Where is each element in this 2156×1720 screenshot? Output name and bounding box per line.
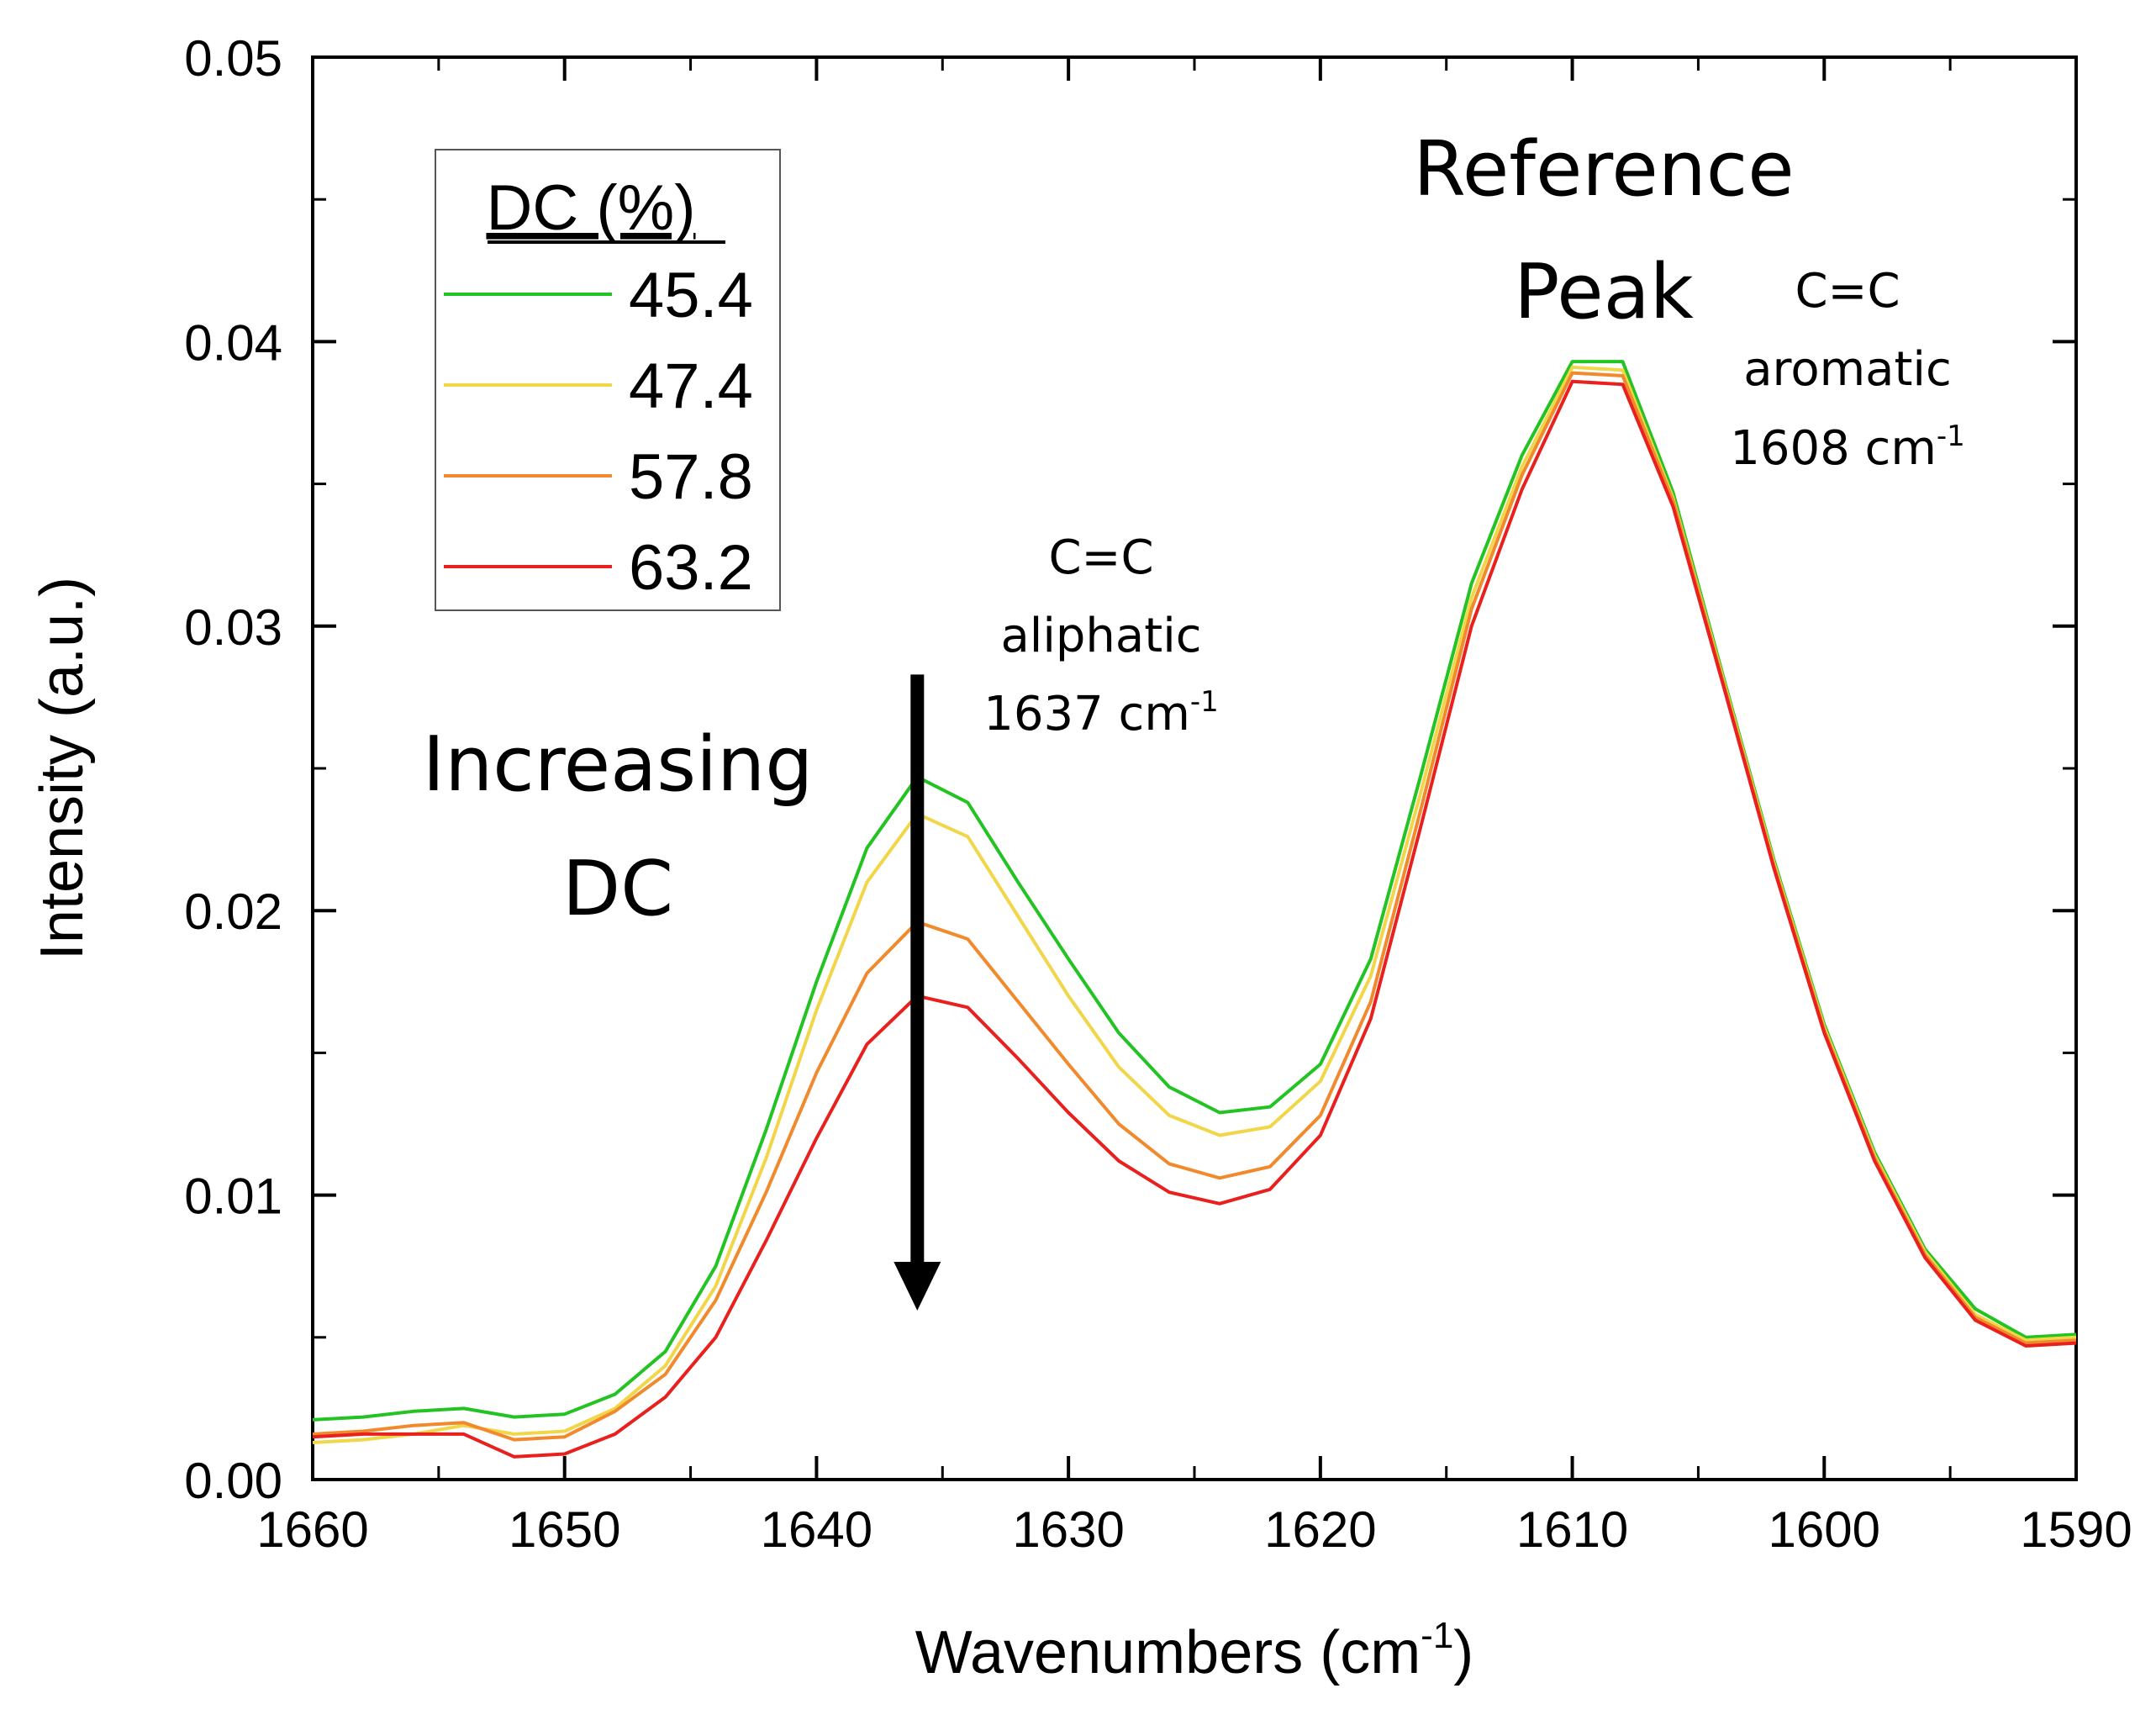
legend-label: 47.4 [629, 351, 753, 422]
y-tick-label: 0.04 [184, 314, 282, 371]
increasing-dc-label-line2: DC [562, 845, 673, 933]
series-line-63-2 [312, 379, 2077, 1459]
x-tick-label: 1650 [509, 1501, 620, 1558]
legend-entries: 45.4 47.4 57.8 63.2 [444, 260, 753, 604]
legend-label: 63.2 [629, 532, 753, 604]
aromatic-label-line2: aromatic [1743, 342, 1952, 397]
x-tick-label: 1630 [1012, 1501, 1124, 1558]
aliphatic-label-line3: 1637 cm-1 [983, 685, 1219, 741]
aromatic-label-line1: C=C [1795, 264, 1900, 319]
x-tick-label: 1620 [1264, 1501, 1376, 1558]
y-tick-label: 0.03 [184, 599, 282, 656]
x-tick-label: 1610 [1516, 1501, 1628, 1558]
x-axis-title: Wavenumbers (cm-1) [915, 1615, 1474, 1686]
y-axis-title: Intensity (a.u.) [29, 577, 96, 960]
y-tick-label: 0.05 [184, 30, 282, 87]
ticks-layer: 1660 1650 1640 1630 1620 1610 1600 1590 0.00 0.01… [184, 30, 2132, 1558]
series-layer [312, 360, 2077, 1459]
x-tick-label: 1600 [1769, 1501, 1880, 1558]
increasing-dc-label-line1: Increasing [423, 720, 814, 809]
aliphatic-label-line1: C=C [1048, 530, 1153, 585]
legend-title: DC (%) [486, 172, 695, 244]
x-tick-label: 1660 [256, 1501, 368, 1558]
increasing-dc-arrow [894, 674, 941, 1311]
y-tick-label: 0.00 [184, 1453, 282, 1509]
x-tick-label: 1590 [2020, 1501, 2132, 1558]
reference-peak-label-line2: Peak [1514, 248, 1694, 336]
aliphatic-label-line2: aliphatic [1000, 609, 1201, 663]
legend-label: 57.8 [629, 441, 753, 513]
reference-peak-label-line1: Reference [1413, 125, 1794, 214]
legend-box [435, 149, 781, 611]
y-tick-label: 0.01 [184, 1169, 282, 1225]
aromatic-label-line3: 1608 cm-1 [1730, 419, 1965, 476]
arrow-head [894, 1261, 941, 1311]
legend-label: 45.4 [629, 260, 753, 331]
legend: DC (%) 45.4 47.4 57.8 63.2 [435, 149, 781, 611]
y-tick-label: 0.02 [184, 884, 282, 940]
x-tick-label: 1640 [761, 1501, 872, 1558]
